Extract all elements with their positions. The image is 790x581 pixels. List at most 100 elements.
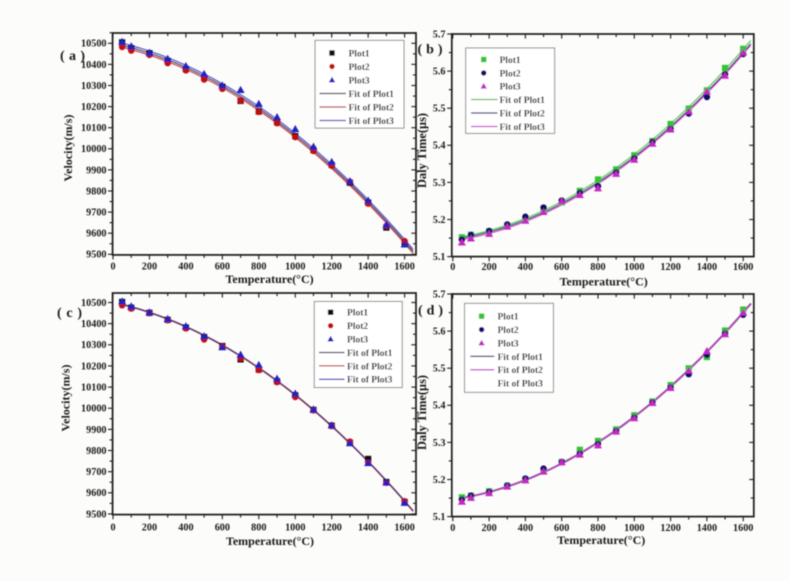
svg-text:1400: 1400 bbox=[358, 262, 378, 273]
svg-text:Temperature(°C): Temperature(°C) bbox=[560, 274, 648, 288]
svg-text:10100: 10100 bbox=[81, 123, 106, 134]
svg-text:Plot1: Plot1 bbox=[349, 49, 370, 59]
svg-text:1200: 1200 bbox=[660, 523, 680, 534]
svg-text:(b): (b) bbox=[418, 43, 443, 58]
svg-text:600: 600 bbox=[554, 262, 569, 273]
svg-text:Temperature(°C): Temperature(°C) bbox=[226, 534, 314, 548]
svg-text:Fit of Plot1: Fit of Plot1 bbox=[349, 90, 395, 100]
svg-text:Velocity(m/s): Velocity(m/s) bbox=[59, 365, 73, 432]
svg-text:5.3: 5.3 bbox=[433, 178, 446, 189]
svg-text:5.1: 5.1 bbox=[433, 512, 446, 523]
svg-text:10100: 10100 bbox=[81, 382, 106, 393]
svg-text:10000: 10000 bbox=[81, 404, 106, 415]
svg-text:1000: 1000 bbox=[285, 523, 305, 534]
svg-text:5.3: 5.3 bbox=[433, 438, 446, 449]
svg-text:1200: 1200 bbox=[660, 262, 680, 273]
svg-text:10200: 10200 bbox=[81, 361, 106, 372]
svg-text:0: 0 bbox=[110, 523, 115, 534]
svg-text:Fit of Plot2: Fit of Plot2 bbox=[347, 362, 393, 372]
svg-text:Plot1: Plot1 bbox=[498, 313, 519, 323]
svg-text:Plot2: Plot2 bbox=[500, 69, 521, 79]
svg-text:Plot2: Plot2 bbox=[498, 326, 519, 336]
svg-text:9900: 9900 bbox=[86, 425, 106, 436]
svg-text:Velocity(m/s): Velocity(m/s) bbox=[61, 115, 75, 182]
svg-text:5.6: 5.6 bbox=[433, 67, 446, 78]
svg-text:Fit of Plot2: Fit of Plot2 bbox=[500, 109, 546, 119]
svg-text:800: 800 bbox=[590, 523, 605, 534]
svg-text:Plot1: Plot1 bbox=[347, 309, 368, 319]
svg-text:0: 0 bbox=[450, 523, 455, 534]
svg-text:600: 600 bbox=[554, 523, 569, 534]
svg-text:Fit of Plot1: Fit of Plot1 bbox=[347, 349, 393, 359]
svg-text:1000: 1000 bbox=[624, 262, 644, 273]
svg-text:Daly Time(μs): Daly Time(μs) bbox=[415, 375, 429, 450]
svg-text:(d): (d) bbox=[418, 304, 443, 319]
svg-text:800: 800 bbox=[590, 262, 605, 273]
svg-text:Daly Time(μs): Daly Time(μs) bbox=[415, 113, 429, 188]
svg-text:5.4: 5.4 bbox=[433, 141, 446, 152]
svg-text:1400: 1400 bbox=[697, 262, 717, 273]
svg-text:10200: 10200 bbox=[81, 102, 106, 113]
svg-text:0: 0 bbox=[110, 262, 115, 273]
svg-text:10000: 10000 bbox=[81, 144, 106, 155]
svg-text:Temperature(°C): Temperature(°C) bbox=[226, 272, 314, 286]
svg-text:600: 600 bbox=[215, 262, 230, 273]
svg-text:1400: 1400 bbox=[358, 523, 378, 534]
svg-text:400: 400 bbox=[518, 523, 533, 534]
svg-text:(a): (a) bbox=[60, 49, 85, 64]
svg-text:9600: 9600 bbox=[86, 229, 106, 240]
svg-text:(c): (c) bbox=[57, 306, 82, 321]
svg-text:5.5: 5.5 bbox=[433, 104, 446, 115]
svg-text:Fit of Plot2: Fit of Plot2 bbox=[498, 366, 544, 376]
svg-text:Plot2: Plot2 bbox=[349, 63, 370, 73]
svg-text:Plot3: Plot3 bbox=[500, 83, 521, 93]
svg-text:1600: 1600 bbox=[394, 262, 414, 273]
svg-text:5.2: 5.2 bbox=[433, 475, 446, 486]
svg-text:400: 400 bbox=[518, 262, 533, 273]
svg-text:Fit of Plot3: Fit of Plot3 bbox=[498, 380, 544, 390]
svg-text:800: 800 bbox=[251, 262, 266, 273]
svg-text:Fit of Plot1: Fit of Plot1 bbox=[500, 96, 546, 106]
svg-text:1400: 1400 bbox=[697, 523, 717, 534]
svg-text:1600: 1600 bbox=[733, 523, 753, 534]
svg-text:1000: 1000 bbox=[285, 262, 305, 273]
svg-text:9800: 9800 bbox=[86, 446, 106, 457]
svg-text:200: 200 bbox=[481, 523, 496, 534]
svg-text:Plot2: Plot2 bbox=[347, 322, 368, 332]
svg-text:1200: 1200 bbox=[322, 262, 342, 273]
svg-text:Plot3: Plot3 bbox=[347, 336, 368, 346]
svg-text:Fit of Plot3: Fit of Plot3 bbox=[347, 376, 393, 386]
svg-text:1200: 1200 bbox=[322, 523, 342, 534]
svg-text:9900: 9900 bbox=[86, 165, 106, 176]
svg-text:10300: 10300 bbox=[81, 81, 106, 92]
svg-text:400: 400 bbox=[178, 523, 193, 534]
svg-text:5.7: 5.7 bbox=[433, 289, 446, 300]
svg-text:800: 800 bbox=[251, 523, 266, 534]
svg-text:5.5: 5.5 bbox=[433, 364, 446, 375]
svg-text:5.7: 5.7 bbox=[433, 29, 446, 40]
svg-text:5.1: 5.1 bbox=[433, 252, 446, 263]
svg-text:400: 400 bbox=[178, 262, 193, 273]
svg-text:600: 600 bbox=[215, 523, 230, 534]
svg-text:10400: 10400 bbox=[81, 60, 106, 71]
svg-text:9700: 9700 bbox=[86, 467, 106, 478]
svg-text:5.6: 5.6 bbox=[433, 327, 446, 338]
svg-text:1600: 1600 bbox=[733, 262, 753, 273]
svg-text:10500: 10500 bbox=[81, 298, 106, 309]
svg-text:Plot3: Plot3 bbox=[349, 76, 370, 86]
svg-text:5.2: 5.2 bbox=[433, 215, 446, 226]
svg-text:10300: 10300 bbox=[81, 340, 106, 351]
svg-text:Fit of Plot3: Fit of Plot3 bbox=[500, 123, 546, 133]
svg-text:Plot1: Plot1 bbox=[500, 56, 521, 66]
svg-text:200: 200 bbox=[481, 262, 496, 273]
svg-text:9500: 9500 bbox=[86, 509, 106, 520]
svg-text:Temperature(°C): Temperature(°C) bbox=[557, 533, 645, 547]
svg-text:Fit of Plot1: Fit of Plot1 bbox=[498, 353, 544, 363]
svg-text:9600: 9600 bbox=[86, 488, 106, 499]
svg-text:200: 200 bbox=[142, 262, 157, 273]
svg-text:1600: 1600 bbox=[394, 523, 414, 534]
svg-text:Fit of Plot3: Fit of Plot3 bbox=[349, 117, 395, 127]
svg-text:5.4: 5.4 bbox=[433, 401, 446, 412]
svg-text:9800: 9800 bbox=[86, 186, 106, 197]
svg-text:0: 0 bbox=[450, 262, 455, 273]
